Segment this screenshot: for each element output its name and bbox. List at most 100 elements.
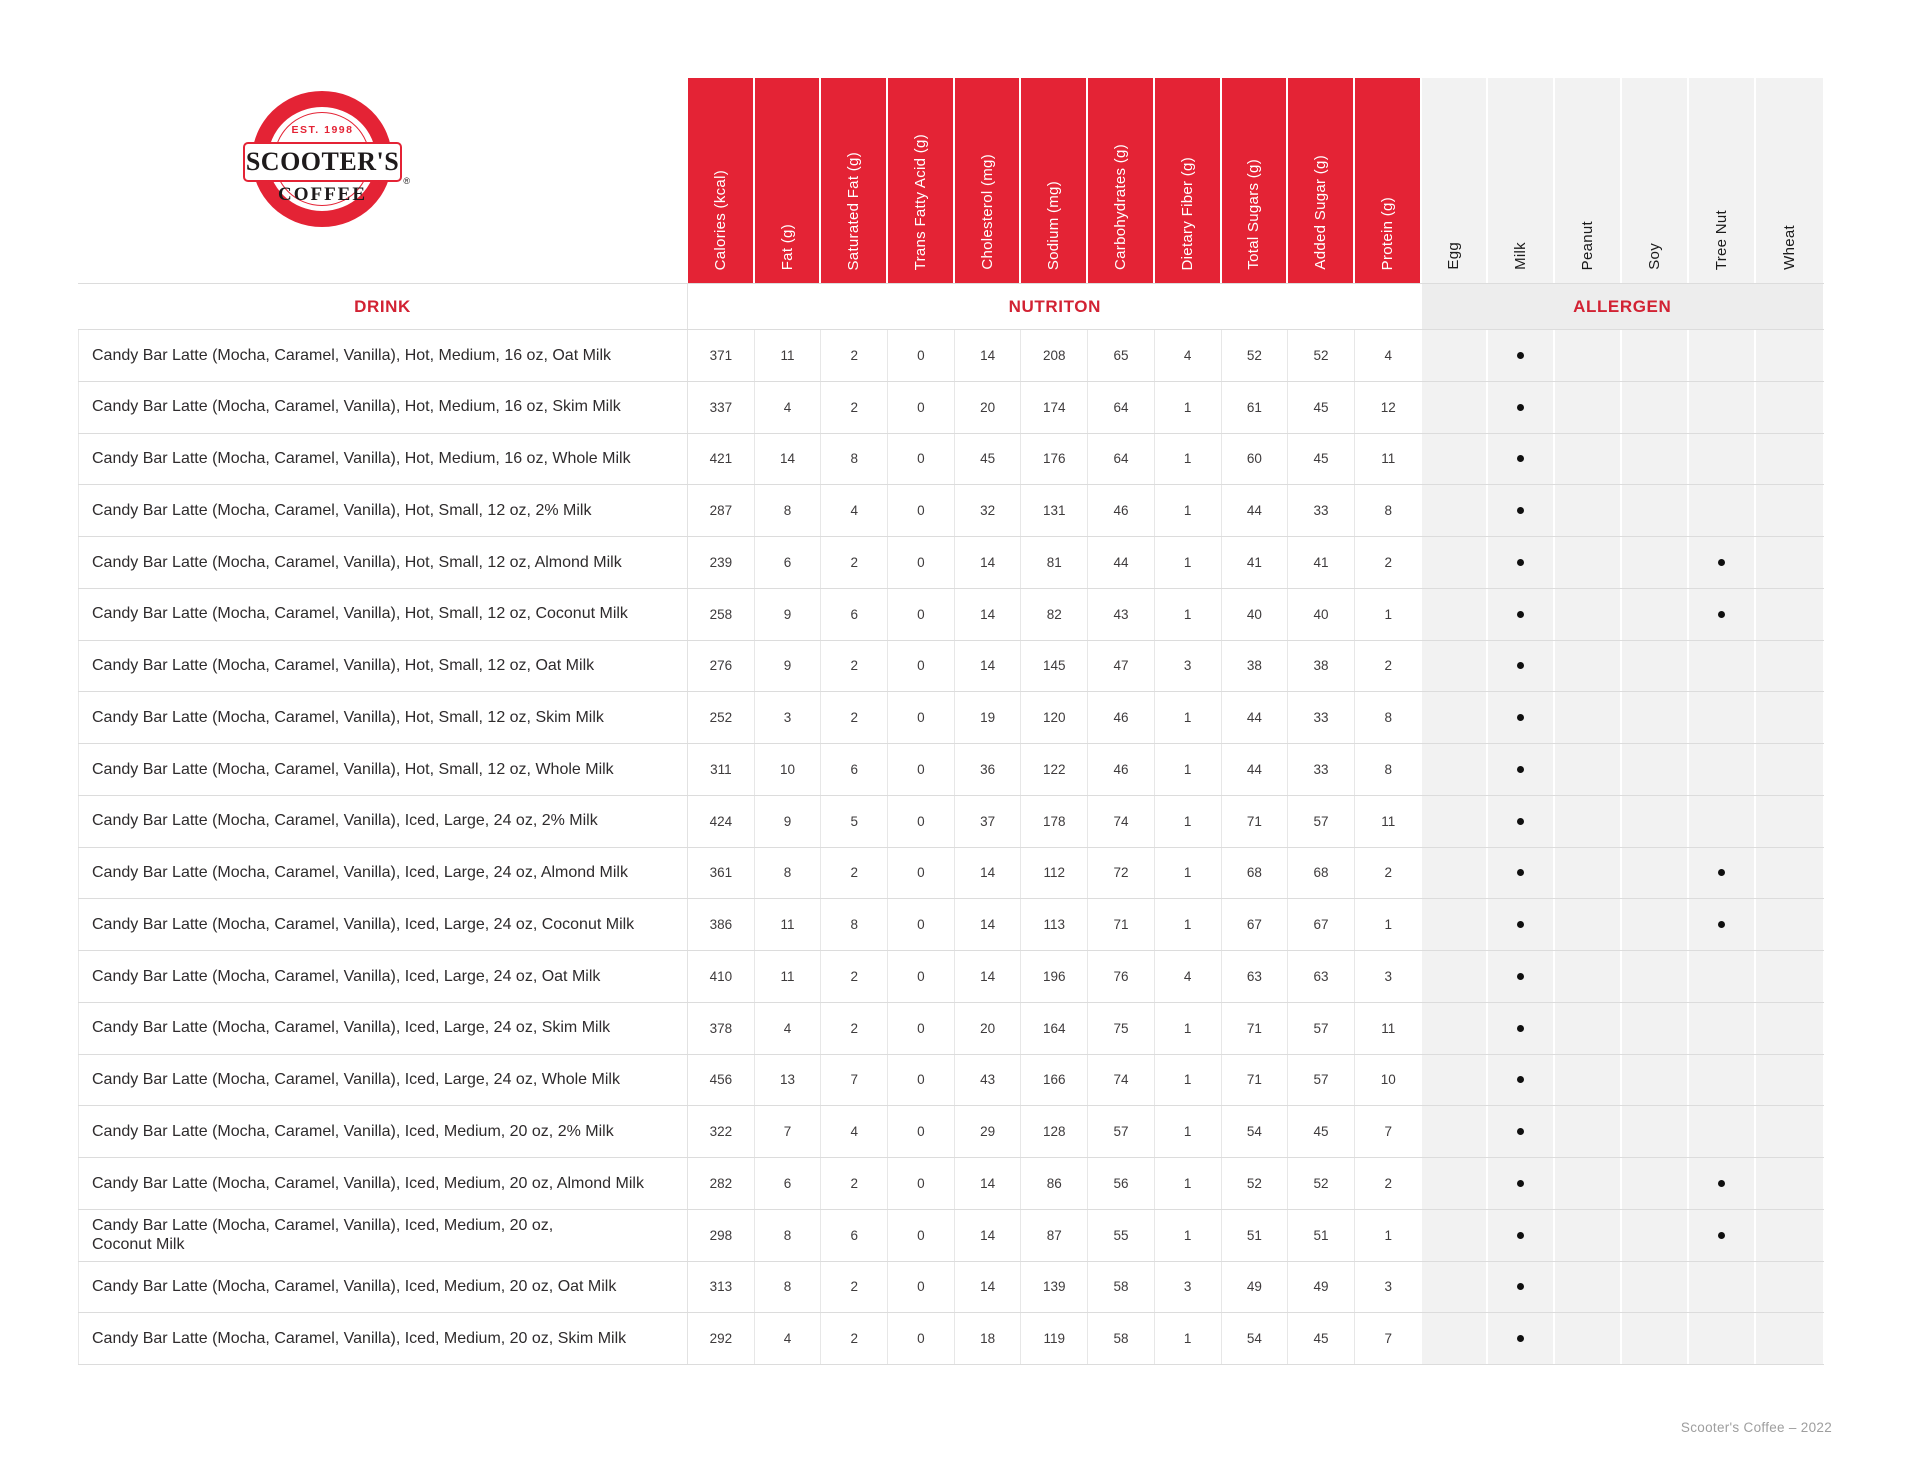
nutrition-value-cell: 2 bbox=[821, 1002, 889, 1054]
table-row: Candy Bar Latte (Mocha, Caramel, Vanilla… bbox=[78, 640, 1824, 693]
nutrition-value-cell: 38 bbox=[1221, 640, 1289, 692]
allergen-cell bbox=[1488, 330, 1556, 381]
nutrition-value-cell: 49 bbox=[1221, 1261, 1289, 1313]
allergen-cell bbox=[1755, 1106, 1823, 1157]
drink-name-cell: Candy Bar Latte (Mocha, Caramel, Vanilla… bbox=[78, 1209, 688, 1261]
nutrition-column-label: Fat (g) bbox=[778, 223, 796, 270]
table-row: Candy Bar Latte (Mocha, Caramel, Vanilla… bbox=[78, 847, 1824, 900]
nutrition-value-cell: 44 bbox=[1221, 485, 1289, 536]
section-header-nutrition: NUTRITON bbox=[688, 284, 1422, 329]
allergen-cell bbox=[1622, 588, 1689, 640]
nutrition-column-header: Cholesterol (mg) bbox=[954, 78, 1022, 283]
nutrition-value-cell: 52 bbox=[1221, 330, 1289, 381]
allergen-cell bbox=[1755, 330, 1823, 381]
nutrition-value-cell: 20 bbox=[954, 381, 1022, 433]
nutrition-value-cell: 313 bbox=[688, 1261, 755, 1313]
allergen-cell bbox=[1622, 330, 1689, 381]
nutrition-value-cell: 81 bbox=[1021, 537, 1089, 588]
nutrition-value-cell: 421 bbox=[688, 433, 755, 485]
allergen-dot bbox=[1517, 1283, 1525, 1291]
drink-name: Candy Bar Latte (Mocha, Caramel, Vanilla… bbox=[92, 1278, 617, 1296]
allergen-cell bbox=[1622, 1106, 1689, 1157]
allergen-cell bbox=[1755, 795, 1823, 847]
nutrition-value-cell: 378 bbox=[688, 1002, 755, 1054]
nutrition-value-cell: 0 bbox=[888, 588, 955, 640]
nutrition-value-cell: 258 bbox=[688, 588, 755, 640]
nutrition-value-cell: 74 bbox=[1088, 795, 1155, 847]
allergen-column-label: Tree Nut bbox=[1712, 209, 1730, 270]
nutrition-value-cell: 1 bbox=[1154, 485, 1222, 536]
allergen-cell bbox=[1622, 744, 1689, 795]
allergen-cell bbox=[1688, 1002, 1756, 1054]
allergen-cell bbox=[1488, 795, 1556, 847]
drink-name: Candy Bar Latte (Mocha, Caramel, Vanilla… bbox=[92, 760, 614, 778]
allergen-cell bbox=[1555, 640, 1623, 692]
allergen-cell bbox=[1421, 744, 1489, 795]
nutrition-value-cell: 2 bbox=[821, 1261, 889, 1313]
table-row: Candy Bar Latte (Mocha, Caramel, Vanilla… bbox=[78, 485, 1824, 537]
logo-est-label: EST. 1998 bbox=[291, 124, 354, 136]
allergen-cell bbox=[1555, 795, 1623, 847]
allergen-cell bbox=[1488, 692, 1556, 743]
nutrition-value-cell: 7 bbox=[1354, 1313, 1422, 1364]
allergen-cell bbox=[1622, 1158, 1689, 1209]
allergen-cell bbox=[1622, 381, 1689, 433]
allergen-cell bbox=[1488, 899, 1556, 950]
nutrition-value-cell: 1 bbox=[1154, 899, 1222, 950]
drink-name-cell: Candy Bar Latte (Mocha, Caramel, Vanilla… bbox=[78, 1261, 688, 1313]
table-row: Candy Bar Latte (Mocha, Caramel, Vanilla… bbox=[78, 1158, 1824, 1210]
nutrition-value-cell: 2 bbox=[821, 1158, 889, 1209]
nutrition-column-header: Calories (kcal) bbox=[688, 78, 755, 283]
nutrition-column-label: Total Sugars (g) bbox=[1245, 159, 1263, 270]
nutrition-value-cell: 40 bbox=[1288, 588, 1355, 640]
allergen-cell bbox=[1421, 537, 1489, 588]
nutrition-value-cell: 3 bbox=[1154, 640, 1222, 692]
nutrition-value-cell: 46 bbox=[1088, 692, 1155, 743]
nutrition-value-cell: 178 bbox=[1021, 795, 1089, 847]
allergen-cell bbox=[1622, 692, 1689, 743]
nutrition-value-cell: 0 bbox=[888, 951, 955, 1002]
allergen-cell bbox=[1488, 588, 1556, 640]
nutrition-column-header: Trans Fatty Acid (g) bbox=[888, 78, 955, 283]
nutrition-value-cell: 57 bbox=[1088, 1106, 1155, 1157]
nutrition-value-cell: 0 bbox=[888, 1054, 955, 1106]
nutrition-value-cell: 0 bbox=[888, 1209, 955, 1261]
allergen-cell bbox=[1755, 537, 1823, 588]
allergen-cell bbox=[1421, 1209, 1489, 1261]
allergen-cell bbox=[1421, 330, 1489, 381]
allergen-cell bbox=[1488, 1313, 1556, 1364]
nutrition-value-cell: 4 bbox=[1154, 330, 1222, 381]
allergen-cell bbox=[1622, 640, 1689, 692]
nutrition-value-cell: 0 bbox=[888, 485, 955, 536]
nutrition-value-cell: 47 bbox=[1088, 640, 1155, 692]
nutrition-column-header: Dietary Fiber (g) bbox=[1154, 78, 1222, 283]
table-row: Candy Bar Latte (Mocha, Caramel, Vanilla… bbox=[78, 588, 1824, 641]
allergen-cell bbox=[1688, 1106, 1756, 1157]
nutrition-value-cell: 37 bbox=[954, 795, 1022, 847]
nutrition-value-cell: 5 bbox=[821, 795, 889, 847]
allergen-cell bbox=[1688, 381, 1756, 433]
nutrition-value-cell: 52 bbox=[1221, 1158, 1289, 1209]
allergen-cell bbox=[1488, 1054, 1556, 1106]
nutrition-value-cell: 145 bbox=[1021, 640, 1089, 692]
nutrition-value-cell: 131 bbox=[1021, 485, 1089, 536]
nutrition-value-cell: 44 bbox=[1221, 692, 1289, 743]
allergen-dot bbox=[1717, 1179, 1725, 1187]
table-row: Candy Bar Latte (Mocha, Caramel, Vanilla… bbox=[78, 1002, 1824, 1055]
allergen-cell bbox=[1421, 795, 1489, 847]
allergen-cell bbox=[1755, 1054, 1823, 1106]
nutrition-value-cell: 82 bbox=[1021, 588, 1089, 640]
nutrition-value-cell: 71 bbox=[1221, 1002, 1289, 1054]
drink-name-cell: Candy Bar Latte (Mocha, Caramel, Vanilla… bbox=[78, 381, 688, 433]
allergen-dot bbox=[1517, 610, 1525, 618]
drink-name-cell: Candy Bar Latte (Mocha, Caramel, Vanilla… bbox=[78, 847, 688, 899]
nutrition-value-cell: 2 bbox=[1354, 1158, 1422, 1209]
allergen-cell bbox=[1688, 1261, 1756, 1313]
drink-name: Candy Bar Latte (Mocha, Caramel, Vanilla… bbox=[92, 1329, 627, 1347]
nutrition-value-cell: 32 bbox=[954, 485, 1022, 536]
nutrition-value-cell: 41 bbox=[1288, 537, 1355, 588]
drink-name-cell: Candy Bar Latte (Mocha, Caramel, Vanilla… bbox=[78, 1106, 688, 1157]
nutrition-column-header: Total Sugars (g) bbox=[1221, 78, 1289, 283]
allergen-cell bbox=[1488, 951, 1556, 1002]
nutrition-value-cell: 6 bbox=[821, 1209, 889, 1261]
